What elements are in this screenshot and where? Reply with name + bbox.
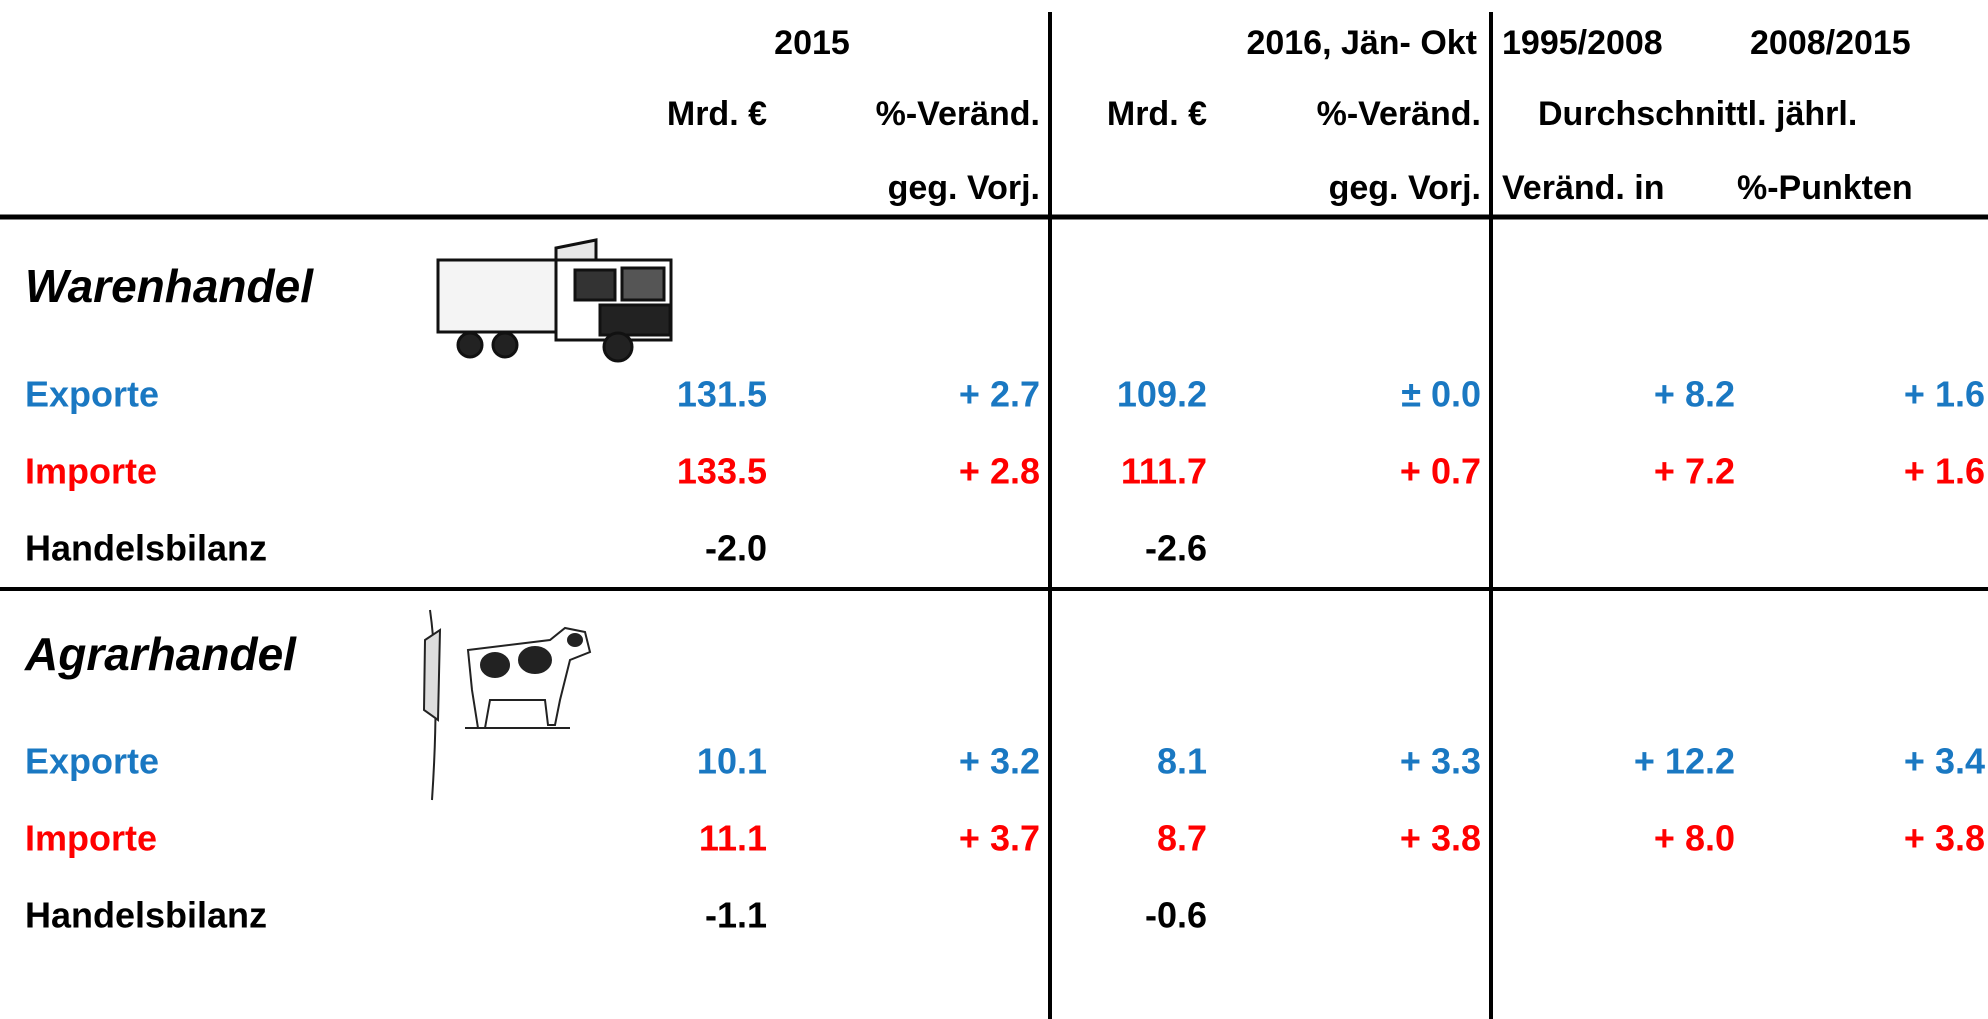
trade-table: 2015 2016, Jän- Okt 1995/2008 2008/2015 Mrd.…: [0, 0, 1988, 1019]
cell-value: + 3.4: [1904, 741, 1985, 782]
cell-value: 8.1: [1157, 741, 1207, 782]
cell-value: + 3.8: [1904, 818, 1985, 859]
header-label: 2015: [774, 24, 850, 62]
cell-value: + 8.2: [1654, 374, 1735, 415]
cell-value: -1.1: [705, 895, 767, 936]
header-label: Mrd. €: [1107, 95, 1207, 133]
section-title: Warenhandel: [25, 260, 314, 312]
agriculture-icon: [424, 610, 590, 800]
row-label: Handelsbilanz: [25, 895, 267, 936]
cell-value: + 12.2: [1634, 741, 1735, 782]
cell-value: -2.6: [1145, 528, 1207, 569]
header-label: 2016, Jän- Okt: [1246, 24, 1477, 62]
cell-value: 109.2: [1117, 374, 1207, 415]
cell-value: -2.0: [705, 528, 767, 569]
cell-value: + 1.6: [1904, 451, 1985, 492]
cell-value: + 2.7: [959, 374, 1040, 415]
cell-value: + 1.6: [1904, 374, 1985, 415]
header-label: 2008/2015: [1750, 24, 1911, 62]
cell-value: ± 0.0: [1401, 374, 1481, 415]
cell-value: 11.1: [699, 818, 767, 859]
header-label: Durchschnittl. jährl.: [1538, 95, 1857, 133]
cell-value: 111.7: [1121, 451, 1207, 492]
cell-value: 131.5: [677, 374, 767, 415]
header-label: Veränd. in: [1502, 169, 1665, 207]
cell-value: + 3.8: [1400, 818, 1481, 859]
header-label: geg. Vorj.: [888, 169, 1040, 207]
cell-value: + 3.7: [959, 818, 1040, 859]
row-label: Handelsbilanz: [25, 528, 267, 569]
row-label: Exporte: [25, 374, 159, 415]
header-label: %-Punkten: [1737, 169, 1913, 207]
row-label: Importe: [25, 451, 157, 492]
header-label: geg. Vorj.: [1329, 169, 1481, 207]
cell-value: + 3.2: [959, 741, 1040, 782]
cell-value: + 7.2: [1654, 451, 1735, 492]
truck-icon: [438, 240, 671, 361]
header-label: %-Veränd.: [876, 95, 1040, 133]
cell-value: -0.6: [1145, 895, 1207, 936]
cell-value: + 3.3: [1400, 741, 1481, 782]
row-label: Importe: [25, 818, 157, 859]
header-label: 1995/2008: [1502, 24, 1663, 62]
cell-value: + 8.0: [1654, 818, 1735, 859]
cell-value: 8.7: [1157, 818, 1207, 859]
cell-value: 133.5: [677, 451, 767, 492]
cell-value: + 2.8: [959, 451, 1040, 492]
section-title: Agrarhandel: [24, 628, 297, 680]
row-label: Exporte: [25, 741, 159, 782]
cell-value: + 0.7: [1400, 451, 1481, 492]
cell-value: 10.1: [697, 741, 767, 782]
header-label: Mrd. €: [667, 95, 767, 133]
header-label: %-Veränd.: [1317, 95, 1481, 133]
